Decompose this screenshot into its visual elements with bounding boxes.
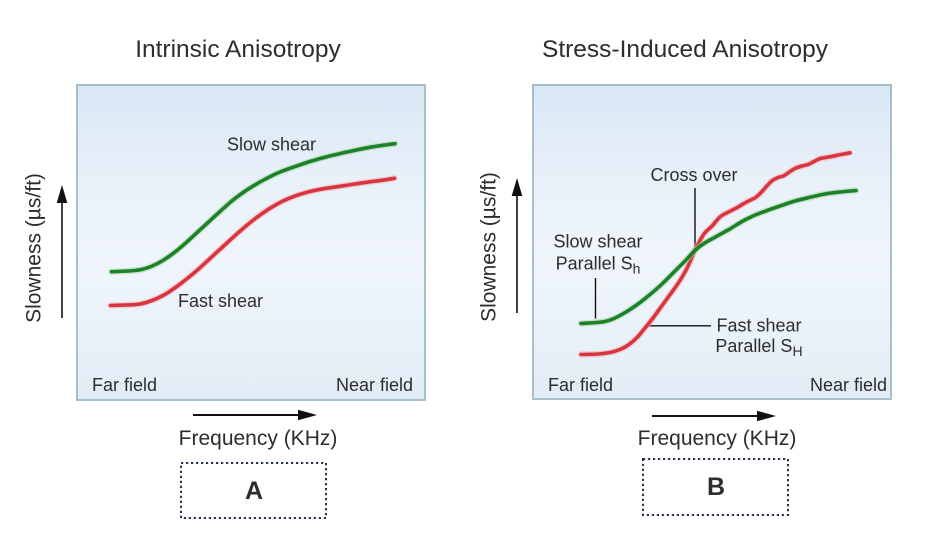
svg-text:Slowness (µs/ft): Slowness (µs/ft) — [478, 172, 501, 322]
svg-text:Far field: Far field — [548, 375, 613, 395]
svg-text:A: A — [245, 477, 263, 505]
svg-text:Slow shear: Slow shear — [553, 232, 642, 252]
svg-text:Far field: Far field — [92, 375, 157, 395]
svg-text:Parallel Sh: Parallel Sh — [556, 254, 641, 277]
svg-text:Frequency (KHz): Frequency (KHz) — [179, 427, 338, 450]
svg-text:Parallel SH: Parallel SH — [715, 336, 802, 359]
svg-text:Frequency (KHz): Frequency (KHz) — [638, 427, 797, 450]
svg-text:Cross over: Cross over — [650, 165, 737, 185]
svg-text:B: B — [707, 473, 725, 501]
svg-text:Near field: Near field — [336, 375, 413, 395]
svg-text:Near field: Near field — [810, 375, 887, 395]
svg-text:Slow shear: Slow shear — [227, 135, 316, 155]
svg-text:Fast shear: Fast shear — [716, 316, 801, 336]
svg-text:Intrinsic Anisotropy: Intrinsic Anisotropy — [135, 36, 341, 63]
svg-text:Stress-Induced Anisotropy: Stress-Induced Anisotropy — [542, 36, 829, 63]
svg-text:Slowness (µs/ft): Slowness (µs/ft) — [23, 173, 46, 323]
svg-text:Fast shear: Fast shear — [178, 291, 263, 311]
